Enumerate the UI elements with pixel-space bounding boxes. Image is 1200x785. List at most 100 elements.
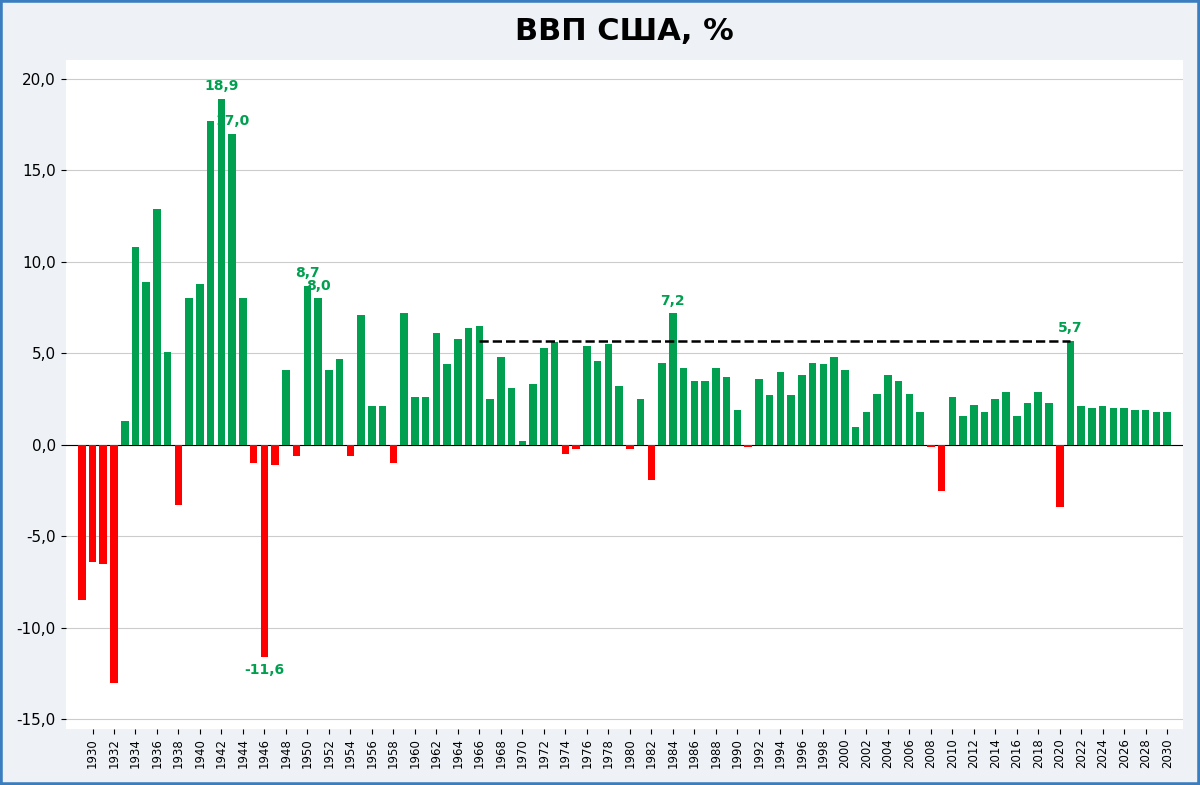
Bar	[712, 368, 720, 445]
Bar	[325, 370, 332, 445]
Bar	[648, 445, 655, 480]
Bar	[143, 282, 150, 445]
Bar	[787, 396, 794, 445]
Bar	[518, 441, 526, 445]
Bar	[701, 381, 709, 445]
Bar	[78, 445, 85, 601]
Bar	[540, 348, 547, 445]
Bar	[164, 352, 172, 445]
Bar	[89, 445, 96, 562]
Bar	[475, 326, 484, 445]
Bar	[830, 357, 838, 445]
Bar	[100, 445, 107, 564]
Text: 17,0: 17,0	[215, 115, 250, 128]
Bar	[970, 404, 978, 445]
Bar	[293, 445, 300, 456]
Bar	[358, 315, 365, 445]
Bar	[659, 363, 666, 445]
Bar	[422, 397, 430, 445]
Bar	[401, 313, 408, 445]
Bar	[336, 359, 343, 445]
Bar	[412, 397, 419, 445]
Bar	[959, 415, 967, 445]
Bar	[239, 298, 247, 445]
Bar	[314, 298, 322, 445]
Bar	[722, 377, 731, 445]
Bar	[906, 393, 913, 445]
Bar	[1034, 392, 1042, 445]
Bar	[260, 445, 269, 657]
Bar	[917, 412, 924, 445]
Bar	[820, 364, 827, 445]
Title: ВВП США, %: ВВП США, %	[515, 16, 734, 46]
Bar	[1056, 445, 1063, 507]
Bar	[390, 445, 397, 463]
Bar	[991, 399, 1000, 445]
Bar	[583, 346, 590, 445]
Text: 18,9: 18,9	[204, 79, 239, 93]
Bar	[206, 121, 215, 445]
Bar	[250, 445, 258, 463]
Bar	[1088, 408, 1096, 445]
Bar	[1142, 410, 1150, 445]
Bar	[755, 379, 762, 445]
Text: 8,7: 8,7	[295, 266, 319, 280]
Bar	[1078, 407, 1085, 445]
Bar	[733, 410, 742, 445]
Bar	[948, 397, 956, 445]
Bar	[154, 209, 161, 445]
Bar	[798, 375, 805, 445]
Bar	[551, 342, 558, 445]
Bar	[486, 399, 494, 445]
Bar	[776, 371, 784, 445]
Bar	[690, 381, 698, 445]
Bar	[928, 445, 935, 447]
Bar	[464, 328, 473, 445]
Bar	[744, 445, 752, 447]
Bar	[1110, 408, 1117, 445]
Bar	[937, 445, 946, 491]
Bar	[852, 426, 859, 445]
Bar	[186, 298, 193, 445]
Text: 7,2: 7,2	[660, 294, 685, 308]
Bar	[110, 445, 118, 683]
Bar	[1002, 392, 1009, 445]
Bar	[271, 445, 278, 465]
Bar	[980, 412, 989, 445]
Bar	[766, 396, 773, 445]
Bar	[680, 368, 688, 445]
Bar	[841, 370, 848, 445]
Bar	[1132, 410, 1139, 445]
Bar	[572, 445, 580, 448]
Bar	[282, 370, 289, 445]
Bar	[368, 407, 376, 445]
Bar	[1024, 403, 1031, 445]
Bar	[1013, 415, 1020, 445]
Bar	[1045, 403, 1052, 445]
Bar	[809, 363, 816, 445]
Text: 5,7: 5,7	[1058, 321, 1082, 335]
Bar	[863, 412, 870, 445]
Text: 8,0: 8,0	[306, 279, 330, 293]
Bar	[1067, 341, 1074, 445]
Bar	[454, 338, 462, 445]
Bar	[1153, 412, 1160, 445]
Bar	[895, 381, 902, 445]
Bar	[626, 445, 634, 448]
Bar	[670, 313, 677, 445]
Bar	[497, 357, 505, 445]
Bar	[1099, 407, 1106, 445]
Bar	[121, 421, 128, 445]
Bar	[529, 385, 536, 445]
Bar	[594, 360, 601, 445]
Bar	[637, 399, 644, 445]
Bar	[228, 133, 236, 445]
Bar	[304, 286, 311, 445]
Bar	[874, 393, 881, 445]
Bar	[616, 386, 623, 445]
Bar	[605, 344, 612, 445]
Bar	[217, 99, 226, 445]
Bar	[884, 375, 892, 445]
Bar	[443, 364, 451, 445]
Bar	[1164, 412, 1171, 445]
